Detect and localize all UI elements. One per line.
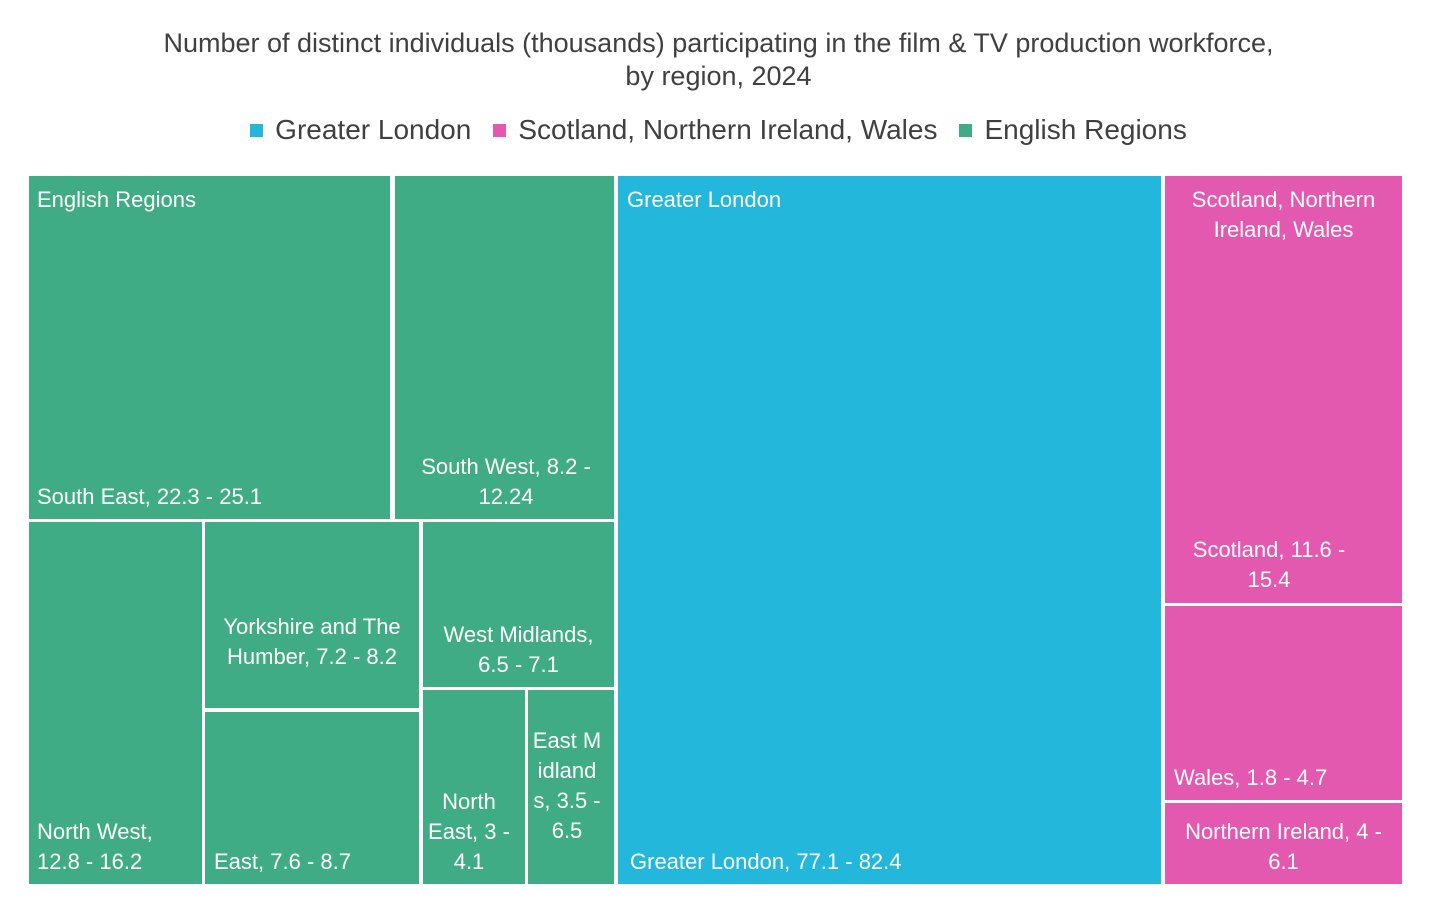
group-label-greater-london: Greater London xyxy=(627,187,782,212)
tile-north-west: North West, 12.8 - 16.2 xyxy=(29,522,202,884)
tile-east: East, 7.6 - 8.7 xyxy=(205,712,419,884)
tile-label-north-east: North East, 3 - 4.1 xyxy=(428,789,510,874)
tile-label-scotland: Scotland, 11.6 - 15.4 xyxy=(1192,537,1346,592)
chart-legend: Greater London Scotland, Northern Irelan… xyxy=(0,114,1437,146)
tile-label-greater-london: Greater London, 77.1 - 82.4 xyxy=(630,849,902,874)
tile-east-midlands: East Midlands, 3.5 - 6.5 xyxy=(528,690,614,884)
tile-west-midlands: West Midlands, 6.5 - 7.1 xyxy=(423,522,614,687)
legend-item-greater-london: Greater London xyxy=(250,114,471,146)
tile-label-south-west: South West, 8.2 - 12.24 xyxy=(421,454,591,509)
group-label-snw: Scotland, Northern Ireland, Wales xyxy=(1191,187,1376,242)
tile-label-yorkshire: Yorkshire and The Humber, 7.2 - 8.2 xyxy=(223,614,401,669)
tile-scotland: Scotland, Northern Ireland, Wales Scotla… xyxy=(1165,176,1402,603)
tile-south-east: English Regions South East, 22.3 - 25.1 xyxy=(29,176,390,519)
legend-swatch-greater-london xyxy=(250,123,264,137)
chart-title: Number of distinct individuals (thousand… xyxy=(163,28,1274,58)
legend-swatch-english-regions xyxy=(959,123,973,137)
tile-label-south-east: South East, 22.3 - 25.1 xyxy=(37,484,263,509)
tile-south-west: South West, 8.2 - 12.24 xyxy=(395,176,614,519)
legend-swatch-snw xyxy=(493,123,507,137)
tile-label-west-midlands: West Midlands, 6.5 - 7.1 xyxy=(443,622,594,677)
legend-label-english-regions: English Regions xyxy=(984,114,1187,145)
legend-item-snw: Scotland, Northern Ireland, Wales xyxy=(493,114,937,146)
tile-north-east: North East, 3 - 4.1 xyxy=(423,690,525,884)
legend-label-greater-london: Greater London xyxy=(275,114,472,145)
tile-yorkshire: Yorkshire and The Humber, 7.2 - 8.2 xyxy=(205,522,419,708)
tile-northern-ireland: Northern Ireland, 4 - 6.1 xyxy=(1165,803,1402,884)
tile-label-northern-ireland: Northern Ireland, 4 - 6.1 xyxy=(1185,819,1382,874)
tile-greater-london: Greater London Greater London, 77.1 - 82… xyxy=(618,176,1161,884)
tile-label-east: East, 7.6 - 8.7 xyxy=(214,849,351,874)
chart-subtitle: by region, 2024 xyxy=(625,61,812,91)
tile-wales: Wales, 1.8 - 4.7 xyxy=(1165,606,1402,800)
group-label-english-regions: English Regions xyxy=(37,187,196,212)
tile-label-east-midlands: East Midlands, 3.5 - 6.5 xyxy=(532,728,602,843)
legend-item-english-regions: English Regions xyxy=(959,114,1187,146)
tile-label-wales: Wales, 1.8 - 4.7 xyxy=(1174,765,1328,790)
legend-label-snw: Scotland, Northern Ireland, Wales xyxy=(518,114,938,145)
tile-label-north-west: North West, 12.8 - 16.2 xyxy=(37,819,153,874)
